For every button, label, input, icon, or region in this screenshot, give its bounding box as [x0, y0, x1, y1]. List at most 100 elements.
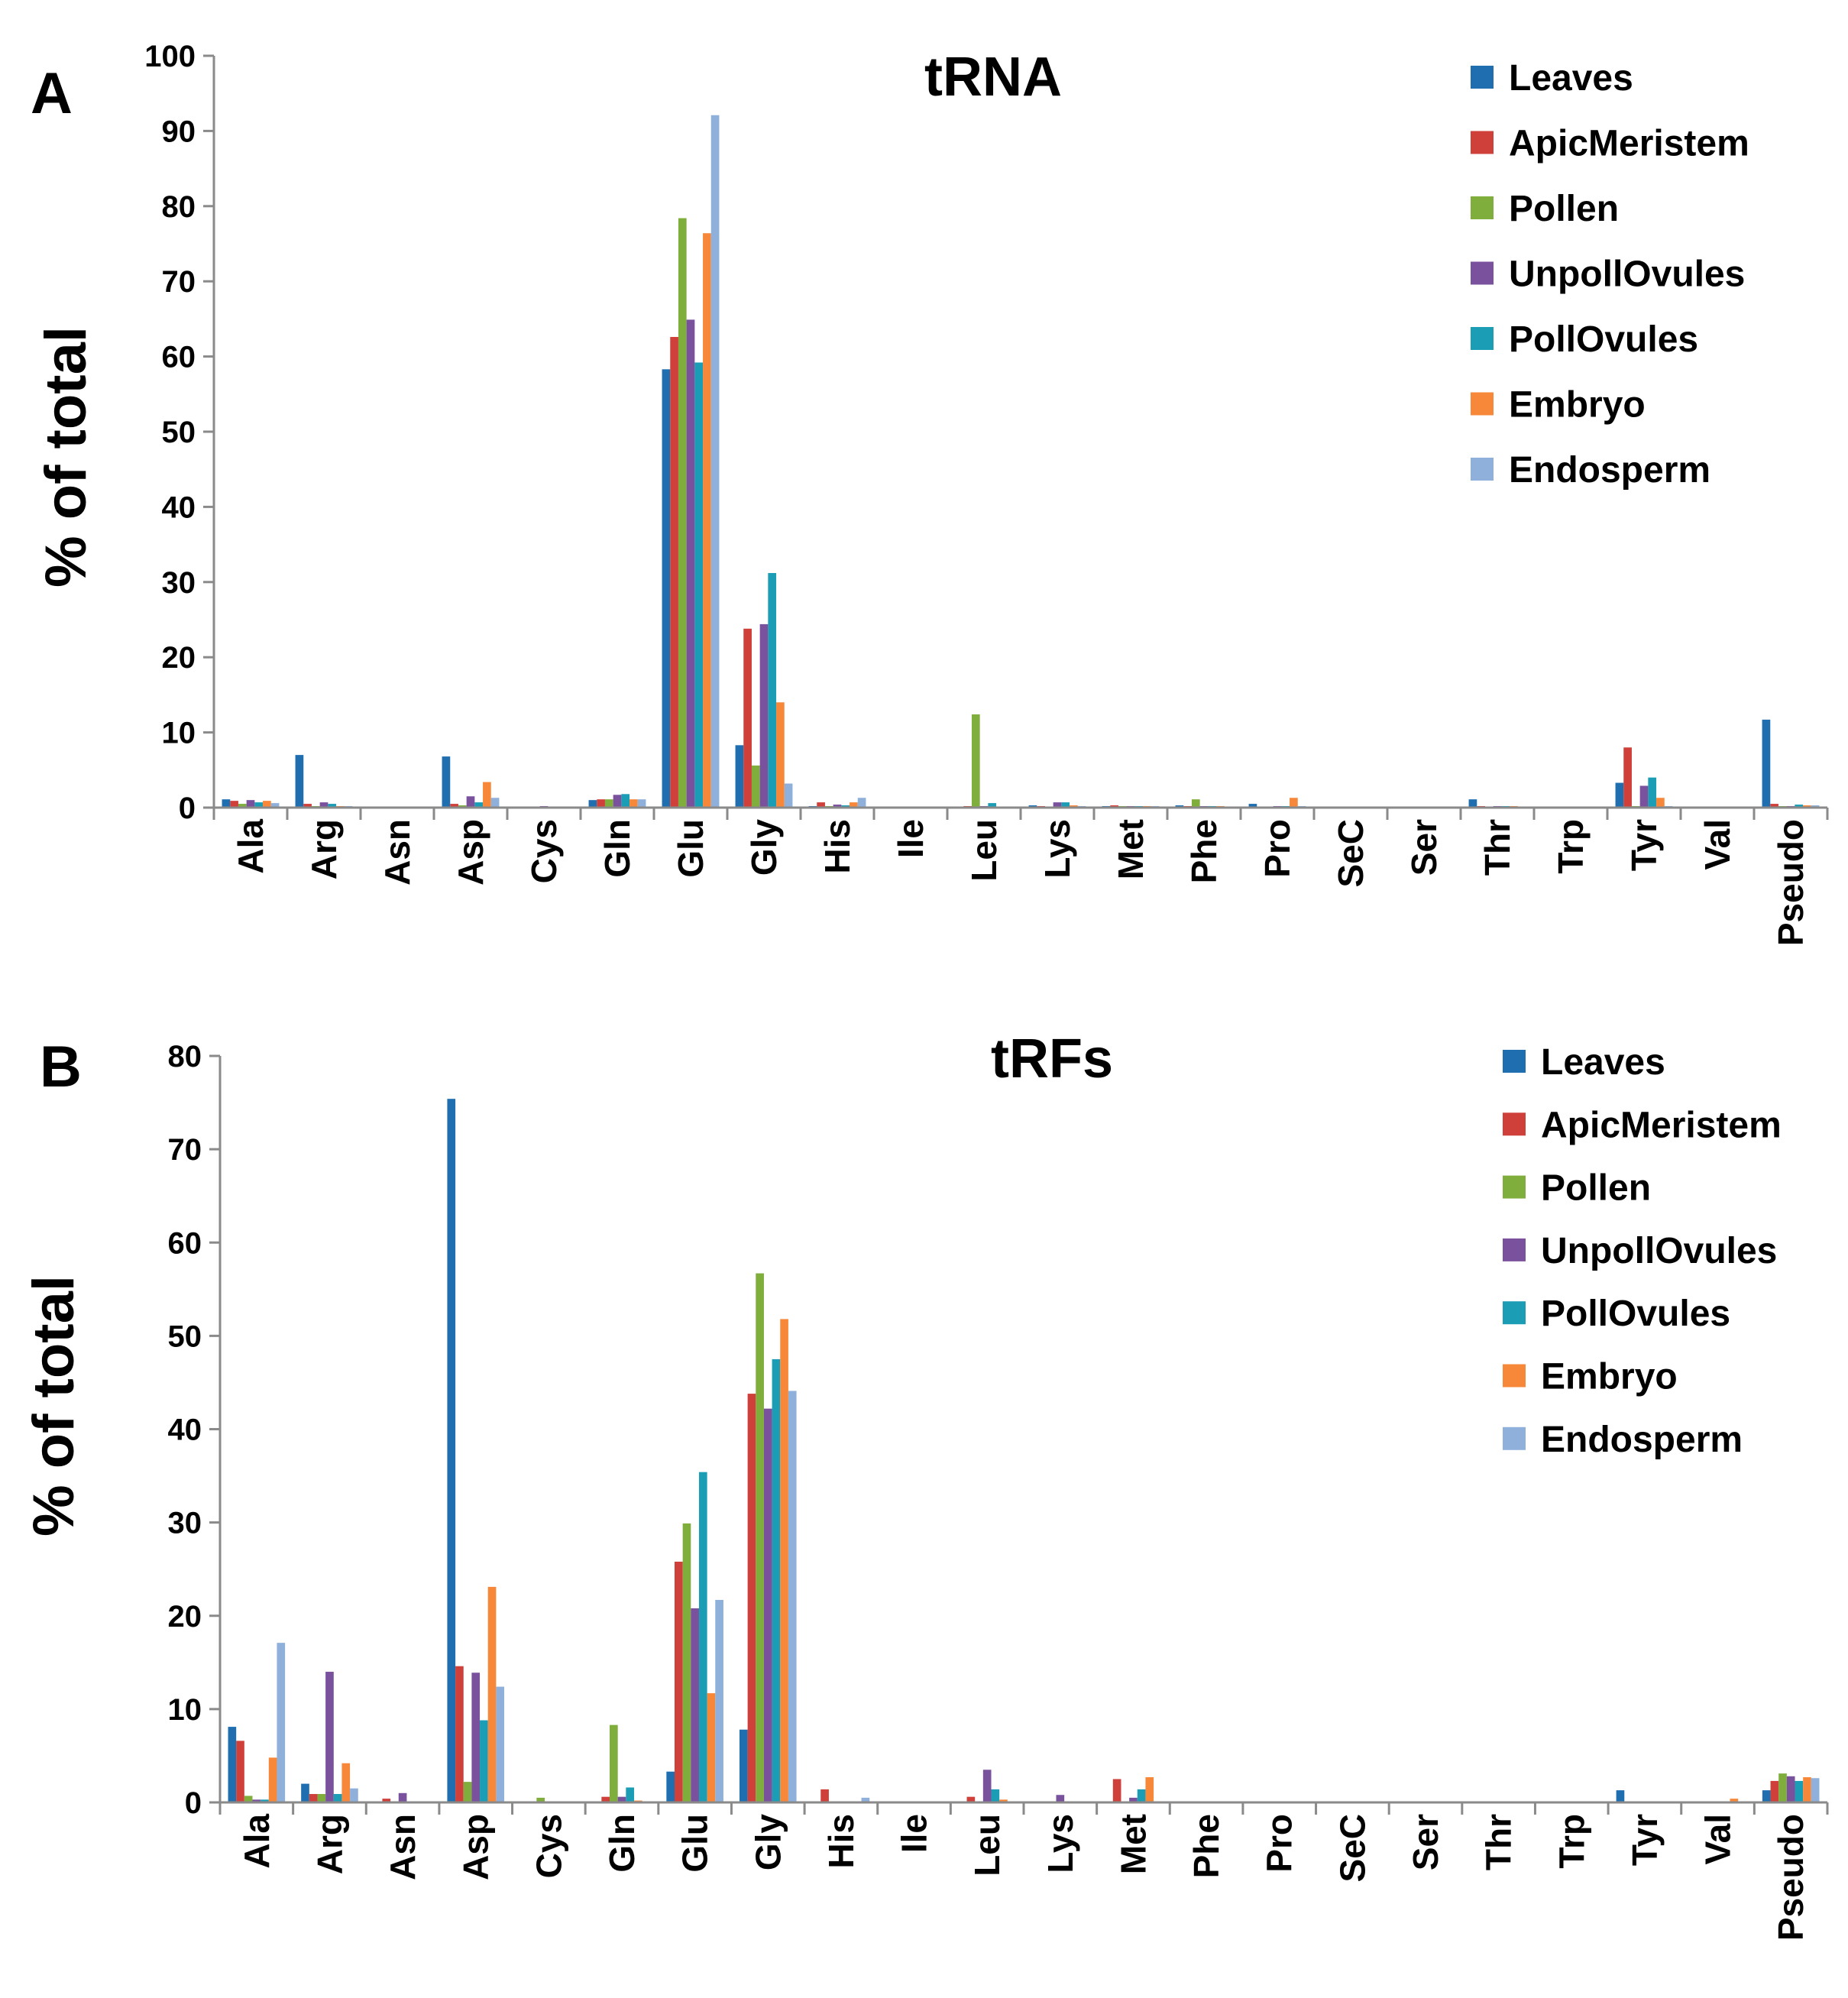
- chart-title: tRNA: [924, 47, 1062, 108]
- bar-embryo-glu: [707, 1693, 716, 1802]
- bar-embryo-his: [850, 802, 858, 808]
- legend-label-pollen: Pollen: [1541, 1168, 1651, 1209]
- legend-swatch-unpollovules: [1503, 1238, 1526, 1261]
- bar-pollovules-pseudo: [1795, 1780, 1804, 1802]
- x-tick-label-gln: Gln: [597, 819, 637, 878]
- bar-embryo-gly: [776, 702, 785, 808]
- bar-apicmeristem-ala: [230, 801, 238, 808]
- bar-unpollovules-arg: [319, 802, 328, 808]
- x-tick-label-gly: Gly: [748, 1814, 788, 1871]
- legend: Leaves ApicMeristem Pollen UnpollOvules Poll…: [1471, 58, 1749, 491]
- bar-unpollovules-lys: [1056, 1795, 1065, 1802]
- bar-pollen-glu: [682, 1523, 691, 1802]
- x-tick-label-lys: Lys: [1041, 1814, 1080, 1873]
- bar-unpollovules-met: [1129, 1797, 1138, 1802]
- bar-embryo-ala: [263, 801, 271, 808]
- legend-swatch-pollovules: [1471, 327, 1494, 350]
- bar-endosperm-gly: [784, 783, 793, 808]
- legend-swatch-endosperm: [1471, 458, 1494, 481]
- legend-label-endosperm: Endosperm: [1541, 1420, 1743, 1460]
- legend-swatch-pollen: [1503, 1175, 1526, 1199]
- bar-pollen-glu: [678, 218, 687, 808]
- bar-embryo-leu: [999, 1799, 1008, 1802]
- bar-pollen-gly: [751, 765, 760, 808]
- bar-leaves-pseudo: [1762, 719, 1771, 808]
- bar-pollovules-lys: [1061, 802, 1070, 808]
- bar-apicmeristem-arg: [303, 804, 312, 808]
- x-tick-label-cys: Cys: [524, 819, 564, 883]
- y-tick-label: 50: [162, 416, 196, 449]
- x-tick-label-gly: Gly: [744, 819, 784, 876]
- bar-pollen-leu: [971, 714, 980, 808]
- bar-pollen-gln: [604, 799, 613, 808]
- legend-label-embryo: Embryo: [1541, 1357, 1678, 1397]
- bar-pollovules-leu: [988, 803, 997, 808]
- bar-embryo-tyr: [1656, 798, 1665, 808]
- bar-unpollovules-gln: [613, 795, 622, 808]
- bar-unpollovules-glu: [686, 319, 695, 808]
- x-tick-label-glu: Glu: [675, 1814, 715, 1873]
- y-tick-label: 20: [162, 641, 196, 675]
- x-tick-label-sec: SeC: [1331, 819, 1371, 887]
- bar-apicmeristem-ala: [236, 1741, 244, 1802]
- x-tick-label-sec: SeC: [1332, 1814, 1372, 1882]
- bar-pollen-gln: [610, 1724, 618, 1802]
- x-tick-label-pseudo: Pseudo: [1771, 819, 1811, 946]
- bar-pollovules-leu: [991, 1789, 1000, 1802]
- y-tick-label: 90: [162, 115, 196, 148]
- chart-panel-b: 0 10 20 30 40 50 60 70 80 Ala Arg Asn Asp Cys Gln Glu Gl…: [21, 1028, 1829, 1941]
- legend-label-pollovules: PollOvules: [1541, 1294, 1730, 1334]
- bar-pollovules-gly: [768, 572, 777, 808]
- bar-pollovules-arg: [333, 1794, 342, 1802]
- bar-pollen-phe: [1191, 799, 1200, 808]
- bar-leaves-ala: [228, 1727, 237, 1802]
- bar-pollen-arg: [317, 1794, 326, 1802]
- bar-unpollovules-gln: [617, 1796, 626, 1802]
- bar-unpollovules-asn: [398, 1792, 407, 1802]
- bar-pollen-ala: [244, 1796, 253, 1802]
- bar-leaves-pro: [1248, 804, 1257, 808]
- bar-leaves-asp: [442, 756, 451, 808]
- x-tick-label-ile: Ile: [895, 1814, 934, 1853]
- bar-apicmeristem-asn: [382, 1799, 391, 1802]
- x-tick-label-val: Val: [1698, 1814, 1738, 1865]
- bar-pollovules-ala: [261, 1799, 269, 1802]
- bar-pollovules-arg: [328, 804, 337, 808]
- x-tick-label-asp: Asp: [456, 1814, 496, 1880]
- bar-endosperm-asp: [496, 1686, 505, 1802]
- bar-apicmeristem-met: [1112, 1779, 1121, 1802]
- x-tick-label-asp: Asp: [451, 819, 490, 886]
- y-tick-label: 70: [162, 265, 196, 299]
- bar-embryo-pseudo: [1803, 1777, 1811, 1802]
- x-tick-label-leu: Leu: [967, 1814, 1007, 1877]
- x-tick-label-gln: Gln: [602, 1814, 642, 1873]
- x-tick-label-his: His: [817, 819, 857, 874]
- bar-unpollovules-glu: [691, 1608, 699, 1802]
- x-tick-label-asn: Asn: [383, 1814, 422, 1880]
- bar-pollen-asp: [463, 1782, 472, 1802]
- bar-embryo-asp: [487, 1586, 497, 1802]
- chart-title: tRFs: [991, 1028, 1113, 1090]
- x-tick-label-trp: Trp: [1552, 1814, 1591, 1869]
- y-tick-label: 40: [162, 491, 196, 524]
- y-tick-label: 100: [144, 40, 196, 73]
- bar-pollovules-gln: [626, 1787, 634, 1802]
- legend-swatch-pollovules: [1503, 1301, 1526, 1325]
- x-tick-label-met: Met: [1113, 1814, 1153, 1874]
- legend-label-embryo: Embryo: [1509, 385, 1646, 426]
- bar-leaves-gln: [588, 800, 597, 808]
- bar-pollen-ala: [238, 804, 247, 808]
- bar-apicmeristem-arg: [309, 1794, 318, 1802]
- bar-embryo-pro: [1290, 798, 1298, 808]
- bar-leaves-arg: [301, 1783, 309, 1802]
- x-tick-label-arg: Arg: [304, 819, 344, 879]
- bar-unpollovules-asp: [466, 796, 475, 808]
- bar-endosperm-gln: [637, 799, 646, 808]
- legend-label-leaves: Leaves: [1509, 58, 1633, 99]
- bar-embryo-glu: [703, 233, 711, 808]
- bar-unpollovules-leu: [982, 1770, 992, 1802]
- y-tick-label: 0: [179, 792, 196, 825]
- bar-pollen-cys: [536, 1797, 545, 1802]
- panel-label: A: [31, 61, 73, 126]
- y-axis-label: % of total: [34, 326, 99, 588]
